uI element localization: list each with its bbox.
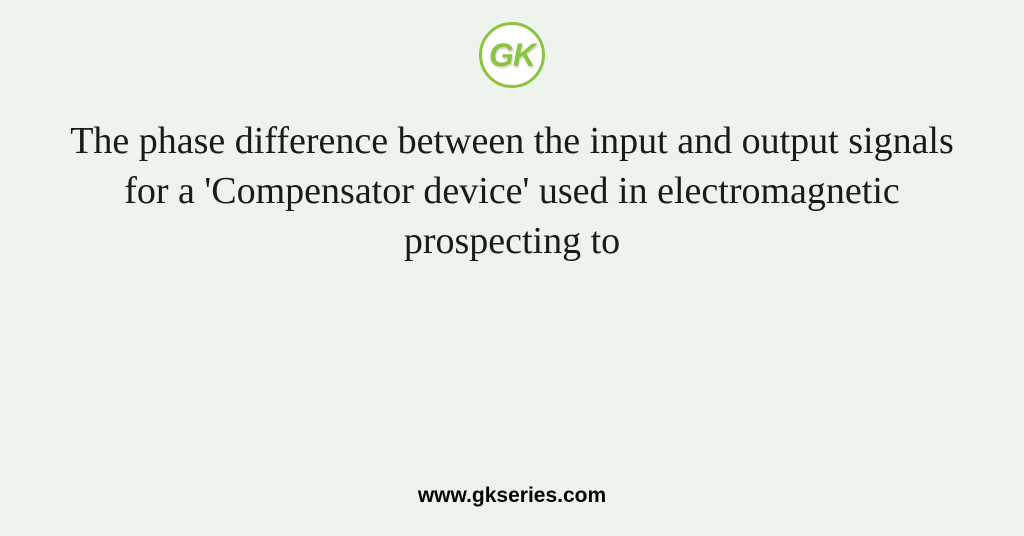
main-question-text: The phase difference between the input a…: [0, 116, 1024, 266]
logo-text: GK: [489, 37, 535, 74]
footer-url: www.gkseries.com: [418, 484, 606, 508]
logo-badge: GK: [479, 22, 545, 88]
